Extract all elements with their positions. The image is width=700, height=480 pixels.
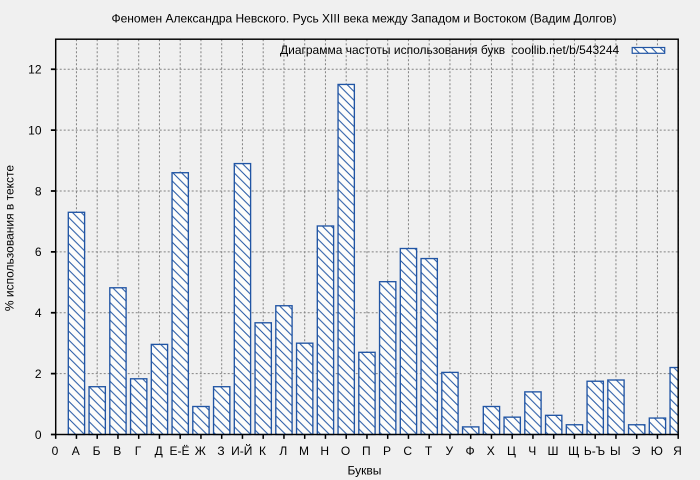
svg-text:Феномен Александра Невского. Р: Феномен Александра Невского. Русь XIII в… [111, 12, 616, 26]
svg-text:У: У [445, 444, 453, 458]
svg-text:10: 10 [28, 123, 42, 137]
svg-text:И-Й: И-Й [231, 443, 252, 458]
svg-text:% использования в тексте: % использования в тексте [3, 165, 17, 311]
svg-text:Буквы: Буквы [347, 464, 381, 478]
svg-text:П: П [362, 444, 371, 458]
svg-text:4: 4 [35, 306, 42, 320]
svg-text:Диаграмма частоты использовани: Диаграмма частоты использования букв coo… [280, 43, 620, 57]
svg-text:Л: Л [279, 444, 287, 458]
svg-text:З: З [217, 444, 224, 458]
svg-text:Р: Р [383, 444, 391, 458]
svg-text:0: 0 [52, 444, 59, 458]
svg-text:12: 12 [28, 63, 42, 77]
svg-text:Ж: Ж [195, 444, 206, 458]
svg-text:Ц: Ц [507, 444, 516, 458]
svg-text:Д: Д [155, 444, 163, 458]
svg-text:С: С [403, 444, 412, 458]
svg-text:В: В [113, 444, 121, 458]
svg-text:Э: Э [632, 444, 641, 458]
svg-text:Щ: Щ [568, 444, 579, 458]
svg-text:Ч: Ч [528, 444, 536, 458]
svg-text:А: А [72, 444, 80, 458]
svg-text:8: 8 [35, 184, 42, 198]
svg-text:Е-Ё: Е-Ё [169, 444, 189, 458]
svg-text:Н: Н [320, 444, 329, 458]
svg-text:Т: Т [425, 444, 433, 458]
svg-text:Ш: Ш [548, 444, 559, 458]
svg-text:К: К [259, 444, 266, 458]
svg-text:М: М [299, 444, 309, 458]
svg-text:О: О [341, 444, 350, 458]
svg-text:2: 2 [35, 367, 42, 381]
svg-text:Я: Я [673, 444, 682, 458]
svg-text:6: 6 [35, 245, 42, 259]
svg-text:Ф: Ф [465, 444, 474, 458]
svg-text:Ы: Ы [610, 444, 621, 458]
svg-text:Ю: Ю [651, 444, 663, 458]
svg-text:Б: Б [93, 444, 101, 458]
svg-text:Х: Х [487, 444, 495, 458]
svg-text:0: 0 [35, 428, 42, 442]
svg-text:Г: Г [135, 444, 142, 458]
svg-text:Ь-Ъ: Ь-Ъ [584, 444, 605, 458]
